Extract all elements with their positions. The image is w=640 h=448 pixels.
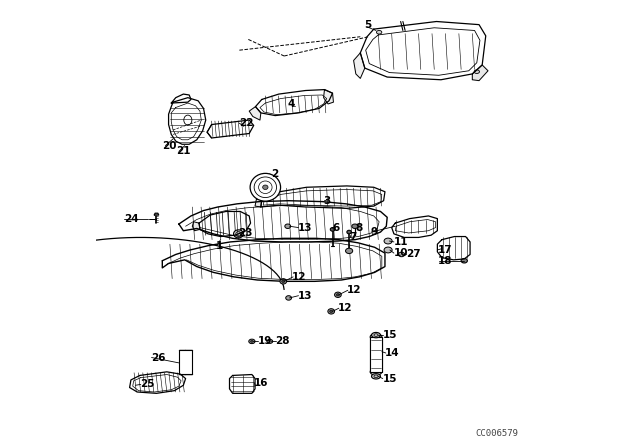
Text: 10: 10	[394, 248, 408, 258]
Ellipse shape	[384, 247, 392, 253]
Ellipse shape	[384, 238, 392, 244]
Ellipse shape	[282, 280, 285, 283]
Text: 9: 9	[370, 227, 378, 237]
Text: CC006579: CC006579	[476, 429, 518, 438]
Polygon shape	[230, 375, 255, 393]
Text: 5: 5	[364, 20, 371, 30]
Polygon shape	[199, 211, 250, 237]
FancyBboxPatch shape	[370, 337, 382, 372]
Ellipse shape	[330, 310, 333, 313]
Text: 3: 3	[324, 196, 331, 206]
Ellipse shape	[337, 294, 339, 296]
Ellipse shape	[250, 340, 253, 342]
Ellipse shape	[370, 368, 382, 375]
Polygon shape	[392, 216, 437, 237]
Ellipse shape	[398, 252, 404, 257]
Ellipse shape	[371, 374, 380, 379]
Ellipse shape	[280, 279, 287, 284]
Text: 15: 15	[383, 330, 397, 340]
Ellipse shape	[285, 224, 291, 228]
Text: 25: 25	[140, 379, 154, 389]
Text: 13: 13	[298, 223, 312, 233]
Text: 24: 24	[124, 214, 138, 224]
Polygon shape	[255, 90, 333, 116]
Polygon shape	[360, 22, 486, 80]
Ellipse shape	[250, 173, 280, 201]
Text: 20: 20	[163, 141, 177, 151]
Polygon shape	[249, 107, 261, 120]
Text: 1: 1	[216, 241, 223, 250]
Polygon shape	[437, 237, 470, 260]
Ellipse shape	[474, 70, 479, 73]
Ellipse shape	[328, 309, 335, 314]
Ellipse shape	[262, 185, 268, 190]
Text: 16: 16	[253, 378, 268, 388]
Text: 12: 12	[292, 272, 307, 282]
Ellipse shape	[352, 224, 358, 228]
Ellipse shape	[234, 230, 243, 238]
Polygon shape	[255, 199, 262, 207]
Text: 28: 28	[275, 336, 290, 346]
Polygon shape	[472, 65, 488, 81]
Ellipse shape	[335, 292, 341, 297]
Ellipse shape	[461, 258, 467, 263]
Text: 4: 4	[288, 99, 295, 109]
Polygon shape	[179, 201, 387, 242]
Text: 18: 18	[437, 256, 452, 266]
Text: 14: 14	[385, 348, 399, 358]
Ellipse shape	[371, 332, 380, 338]
Polygon shape	[154, 213, 159, 215]
Text: 13: 13	[298, 291, 312, 301]
Text: 27: 27	[406, 250, 420, 259]
Ellipse shape	[285, 296, 292, 300]
Text: 8: 8	[355, 223, 362, 233]
Polygon shape	[353, 53, 365, 78]
Text: 11: 11	[394, 237, 408, 247]
Text: 12: 12	[338, 303, 353, 313]
Text: 23: 23	[239, 228, 253, 238]
Text: 2: 2	[271, 169, 278, 179]
Polygon shape	[324, 90, 333, 104]
Text: 19: 19	[258, 336, 273, 346]
Ellipse shape	[370, 333, 382, 340]
Bar	[179, 350, 192, 374]
Text: 12: 12	[347, 285, 362, 295]
Text: 22: 22	[239, 118, 254, 128]
Text: 7: 7	[349, 233, 357, 242]
Polygon shape	[163, 238, 385, 281]
Text: 15: 15	[383, 374, 397, 383]
Polygon shape	[129, 372, 186, 393]
Text: 21: 21	[176, 146, 190, 156]
Ellipse shape	[249, 339, 255, 344]
Polygon shape	[261, 186, 385, 208]
Ellipse shape	[346, 248, 353, 254]
Polygon shape	[172, 94, 191, 103]
Polygon shape	[207, 120, 253, 138]
Text: 6: 6	[332, 223, 339, 233]
Polygon shape	[168, 98, 205, 144]
Ellipse shape	[330, 228, 335, 231]
Ellipse shape	[376, 30, 382, 34]
Ellipse shape	[267, 340, 273, 343]
Polygon shape	[192, 222, 200, 231]
Text: 17: 17	[437, 245, 452, 255]
Ellipse shape	[347, 230, 351, 234]
Text: 26: 26	[150, 353, 165, 362]
